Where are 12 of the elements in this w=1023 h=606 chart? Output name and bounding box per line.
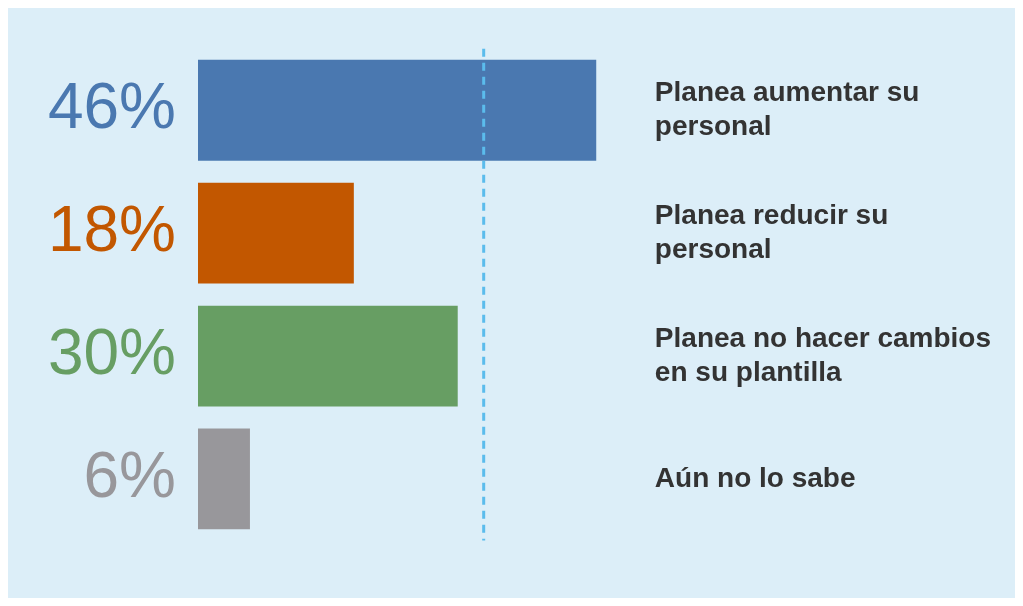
data-label: 18% [47,192,176,265]
y-tick-label: Planea aumentar su personal [654,76,920,141]
data-label: 6% [83,438,176,511]
y-tick-label: Aún no lo sabe [654,461,856,493]
y-tick-label: Planea reducir su personal [654,199,889,264]
bar [198,428,250,530]
bar [198,182,354,284]
bar [198,305,458,407]
data-label: 30% [47,315,176,388]
bar [198,59,597,161]
y-tick-label: Planea no hacer cambios en su plantilla [654,321,991,387]
data-label: 46% [47,69,176,142]
